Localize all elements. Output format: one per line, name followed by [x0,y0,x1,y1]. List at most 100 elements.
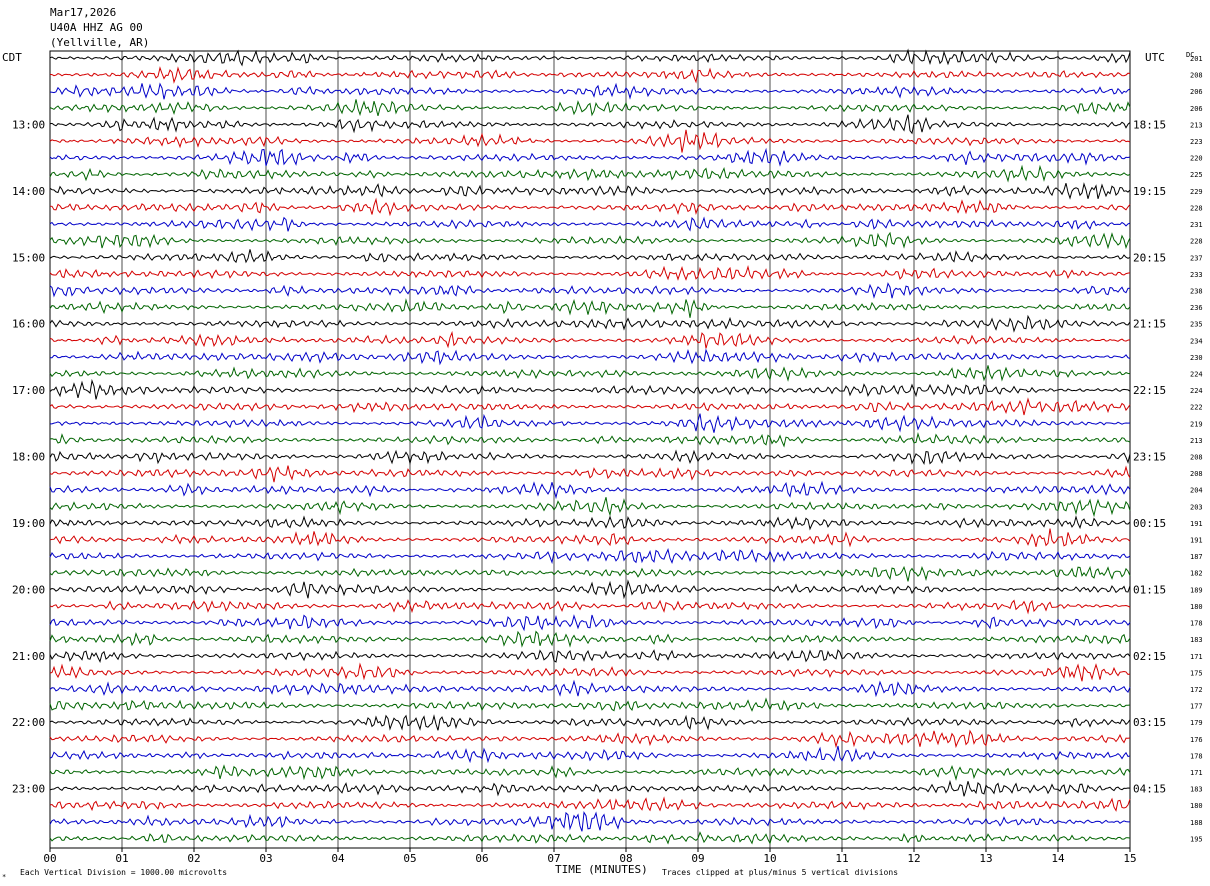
right-hour-label: 03:15 [1133,716,1166,729]
left-hour-label: 21:00 [12,650,45,663]
trace-row [49,565,1131,582]
x-tick-label: 15 [1123,852,1136,865]
x-tick-label: 10 [763,852,776,865]
trace-row [49,528,1131,548]
dc-offset-label: 171 [1190,769,1203,777]
dc-offset-label: 228 [1190,204,1203,212]
right-hour-label: 21:15 [1133,318,1166,331]
trace-row [49,182,1131,200]
dc-offset-label: 238 [1190,287,1203,295]
dc-offset-label: 230 [1190,354,1203,362]
dc-offset-label: 195 [1190,835,1203,843]
x-tick-label: 06 [475,852,488,865]
x-tick-label: 13 [979,852,992,865]
trace-row [49,745,1131,764]
trace-row [49,480,1131,500]
trace-row [49,796,1131,812]
dc-offset-label: 213 [1190,437,1203,445]
clip-note: Traces clipped at plus/minus 5 vertical … [662,868,898,877]
dc-offset-label: 208 [1190,470,1203,478]
dc-offset-label: 172 [1190,686,1203,694]
right-hour-labels: 18:15 19:15 20:15 21:15 22:15 23:15 00:15 01:15… [1133,118,1166,795]
trace-row [49,216,1131,232]
dc-offset-label: 178 [1190,620,1203,628]
dc-offset-label: 203 [1190,503,1203,511]
trace-row [49,378,1131,400]
trace-row [49,649,1131,664]
dc-offset-labels: 201 208 206 206 213 223 220 225 229 228 231 228 237 2… [1190,55,1203,843]
header-station: U40A HHZ AG 00 [50,21,143,34]
left-hour-label: 23:00 [12,783,45,796]
trace-row [49,66,1131,84]
right-hour-label: 23:15 [1133,451,1166,464]
trace-row [49,48,1131,67]
trace-row [49,579,1131,600]
right-hour-label: 19:15 [1133,185,1166,198]
trace-row [50,413,1131,433]
x-tick-label: 04 [331,852,345,865]
dc-offset-label: 179 [1190,719,1203,727]
trace-row [49,630,1131,648]
scale-note: Each Vertical Division = 1000.00 microvo… [20,868,227,877]
dc-offset-label: 223 [1190,138,1203,146]
trace-row [49,432,1131,448]
trace-row [49,129,1131,153]
dc-offset-label: 178 [1190,752,1203,760]
trace-row [49,811,1130,832]
trace-row [49,831,1131,845]
dc-offset-label: 183 [1190,786,1203,794]
dc-offset-label: 224 [1190,387,1203,395]
corner-mark: * [2,873,6,881]
right-hour-label: 00:15 [1133,517,1166,530]
trace-row [49,449,1131,466]
dc-offset-label: 188 [1190,819,1203,827]
x-tick-label: 07 [547,852,560,865]
x-axis-ticks: 00 01 02 03 04 05 06 07 08 09 10 11 12 13 14 15 [43,848,1137,865]
plot-frame [49,50,1131,849]
trace-row [49,99,1131,117]
trace-row [49,599,1131,615]
dc-offset-label: 208 [1190,72,1203,80]
time-grid [49,50,1131,849]
dc-offset-label: 191 [1190,520,1203,528]
dc-offset-label: 206 [1190,88,1203,96]
left-hour-label: 19:00 [12,517,45,530]
dc-offset-label: 228 [1190,238,1203,246]
dc-offset-label: 206 [1190,105,1203,113]
x-tick-label: 00 [43,852,56,865]
dc-offset-label: 219 [1190,420,1203,428]
trace-row [49,764,1131,781]
trace-row [49,729,1131,749]
trace-row [49,265,1131,281]
dc-column-label: DC [1186,51,1194,59]
x-tick-label: 08 [619,852,632,865]
dc-offset-label: 233 [1190,271,1203,279]
dc-offset-label: 220 [1190,155,1203,163]
seismic-traces [49,48,1131,845]
left-hour-label: 22:00 [12,716,45,729]
dc-offset-label: 182 [1190,570,1203,578]
left-timezone-label: CDT [2,51,22,64]
dc-offset-label: 236 [1190,304,1203,312]
dc-offset-label: 208 [1190,454,1203,462]
x-tick-label: 14 [1051,852,1065,865]
trace-row [49,298,1131,318]
left-hour-label: 20:00 [12,583,45,596]
dc-offset-label: 175 [1190,669,1203,677]
trace-row [49,614,1131,632]
x-tick-label: 05 [403,852,416,865]
trace-row [49,714,1131,731]
trace-row [49,697,1131,712]
trace-row [49,497,1131,518]
dc-offset-label: 237 [1190,254,1203,262]
trace-row [49,114,1131,135]
right-timezone-label: UTC [1145,51,1165,64]
trace-row [50,348,1131,366]
right-hour-label: 22:15 [1133,384,1166,397]
header-date: Mar17,2026 [50,6,116,19]
dc-offset-label: 191 [1190,537,1203,545]
right-hour-label: 18:15 [1133,118,1166,131]
trace-row [49,779,1131,797]
dc-offset-label: 201 [1190,55,1203,63]
